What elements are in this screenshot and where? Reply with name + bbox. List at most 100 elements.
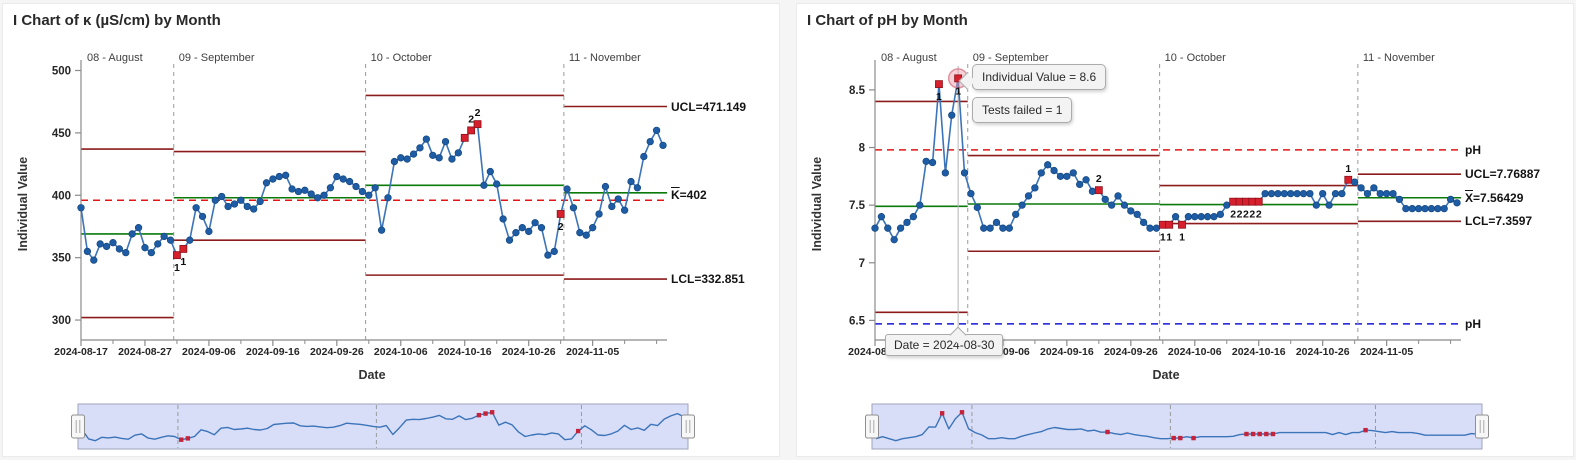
data-point[interactable]: [377, 226, 386, 234]
data-point[interactable]: [1088, 187, 1097, 195]
data-point[interactable]: [980, 224, 988, 232]
data-point[interactable]: [652, 126, 661, 135]
data-point[interactable]: [186, 236, 194, 244]
data-point[interactable]: [320, 191, 328, 199]
data-point[interactable]: [999, 224, 1007, 232]
data-point[interactable]: [896, 224, 905, 232]
data-point[interactable]: [1133, 210, 1141, 219]
data-point[interactable]: [339, 175, 347, 183]
data-point[interactable]: [1312, 201, 1320, 209]
flagged-point[interactable]: [1235, 197, 1244, 206]
flagged-point[interactable]: [173, 251, 181, 260]
data-point[interactable]: [1382, 189, 1391, 198]
data-point[interactable]: [614, 195, 622, 203]
data-point[interactable]: [563, 185, 571, 193]
data-point[interactable]: [1414, 204, 1423, 213]
data-point[interactable]: [903, 218, 911, 227]
data-point[interactable]: [365, 191, 373, 199]
flagged-point[interactable]: [1254, 197, 1263, 206]
scrubber-handle-left[interactable]: [865, 414, 879, 439]
flagged-point[interactable]: [1242, 197, 1250, 206]
data-point[interactable]: [1223, 201, 1231, 209]
data-point[interactable]: [83, 247, 92, 256]
data-point[interactable]: [307, 190, 315, 198]
data-point[interactable]: [1024, 192, 1033, 200]
data-point[interactable]: [1114, 192, 1122, 200]
data-point[interactable]: [294, 187, 303, 196]
data-point[interactable]: [409, 150, 418, 158]
data-point[interactable]: [122, 249, 130, 257]
data-point[interactable]: [1101, 195, 1109, 204]
data-point[interactable]: [877, 213, 886, 221]
data-point[interactable]: [345, 177, 354, 186]
data-point[interactable]: [352, 182, 360, 191]
flagged-point[interactable]: [460, 133, 469, 142]
data-point[interactable]: [986, 224, 994, 232]
data-point[interactable]: [1446, 195, 1455, 204]
flagged-point[interactable]: [467, 126, 476, 135]
data-point[interactable]: [633, 184, 642, 192]
handle-grip[interactable]: [865, 414, 879, 439]
data-point[interactable]: [871, 224, 879, 232]
data-point[interactable]: [1402, 204, 1410, 213]
data-point[interactable]: [435, 154, 443, 162]
data-point[interactable]: [646, 137, 654, 146]
data-point[interactable]: [525, 227, 533, 236]
data-point[interactable]: [115, 245, 124, 253]
flagged-point[interactable]: [1158, 220, 1167, 229]
data-point[interactable]: [1395, 195, 1404, 204]
data-point[interactable]: [1197, 213, 1205, 221]
data-point[interactable]: [518, 224, 526, 232]
data-point[interactable]: [313, 194, 322, 202]
data-point[interactable]: [224, 202, 232, 211]
data-point[interactable]: [288, 185, 296, 193]
data-point[interactable]: [205, 227, 213, 236]
data-point[interactable]: [1280, 189, 1288, 198]
handle-grip[interactable]: [681, 414, 695, 439]
data-point[interactable]: [1325, 201, 1333, 209]
data-point[interactable]: [960, 169, 969, 177]
data-point[interactable]: [371, 184, 379, 192]
data-point[interactable]: [608, 202, 616, 211]
data-point[interactable]: [154, 240, 162, 248]
data-point[interactable]: [1107, 201, 1116, 209]
data-point[interactable]: [550, 247, 558, 256]
control-chart-ph[interactable]: 08 - August 09 - September 10 - October 11 …: [797, 4, 1576, 396]
data-point[interactable]: [237, 196, 245, 204]
data-point[interactable]: [211, 196, 219, 204]
data-point[interactable]: [620, 206, 629, 214]
flagged-point[interactable]: [556, 210, 565, 218]
data-point[interactable]: [1427, 204, 1436, 213]
data-point[interactable]: [941, 169, 950, 177]
data-point[interactable]: [1267, 189, 1276, 198]
data-point[interactable]: [256, 197, 264, 206]
data-point[interactable]: [403, 155, 411, 163]
flagged-point[interactable]: [1094, 186, 1103, 195]
data-point[interactable]: [1299, 189, 1308, 198]
data-point[interactable]: [454, 149, 462, 157]
data-point[interactable]: [147, 249, 156, 257]
data-point[interactable]: [909, 213, 918, 221]
data-point[interactable]: [390, 157, 399, 166]
scrubber-range-box[interactable]: [871, 403, 1483, 450]
data-point[interactable]: [1076, 180, 1084, 189]
data-point[interactable]: [77, 204, 85, 212]
overview-scrubber-ph[interactable]: [797, 396, 1576, 456]
data-point[interactable]: [1408, 204, 1416, 213]
data-point[interactable]: [102, 242, 111, 251]
data-point[interactable]: [192, 204, 200, 212]
data-point[interactable]: [1293, 189, 1301, 198]
data-point[interactable]: [422, 135, 431, 143]
data-point[interactable]: [1082, 176, 1090, 184]
data-point[interactable]: [1018, 201, 1026, 209]
data-point[interactable]: [1056, 172, 1065, 180]
data-point[interactable]: [96, 240, 104, 248]
data-point[interactable]: [166, 236, 175, 244]
flagged-point[interactable]: [1229, 197, 1238, 206]
data-point[interactable]: [922, 157, 930, 166]
data-point[interactable]: [441, 137, 450, 146]
data-point[interactable]: [1146, 224, 1154, 232]
data-point[interactable]: [640, 152, 648, 161]
data-point[interactable]: [890, 236, 898, 244]
data-point[interactable]: [480, 181, 488, 189]
